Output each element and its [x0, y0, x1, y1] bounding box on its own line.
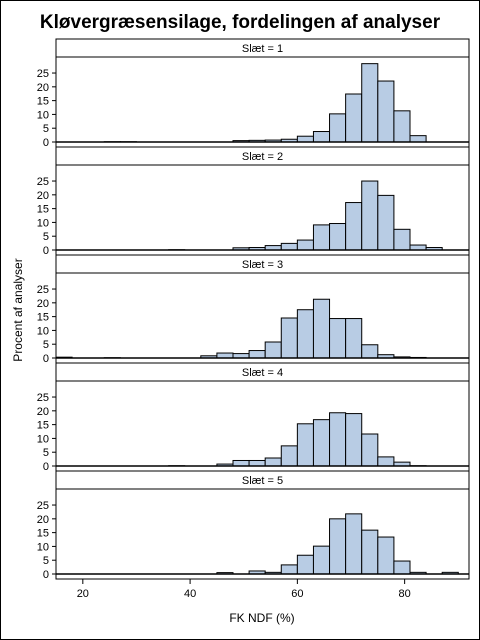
y-tick-label: 10 [37, 217, 49, 229]
y-tick-label: 10 [37, 433, 49, 445]
histogram-bar [345, 513, 363, 575]
x-tick-label: 40 [184, 588, 196, 600]
histogram-bar [248, 350, 266, 359]
histogram-bar [296, 239, 314, 251]
histogram-bar [377, 456, 395, 467]
y-tick-label: 5 [43, 555, 49, 567]
y-tick-label: 0 [43, 245, 49, 257]
panel-strip-label: Slæt = 2 [242, 151, 283, 163]
histogram-bar [312, 224, 331, 251]
histogram-bar [393, 110, 411, 143]
y-tick-label: 0 [43, 461, 49, 473]
y-tick-label: 20 [37, 82, 49, 94]
histogram-bar [329, 113, 347, 143]
histogram-bar [280, 317, 298, 359]
y-tick-label: 0 [43, 137, 49, 149]
histogram-bar [312, 545, 331, 575]
histogram-bar [377, 80, 395, 143]
panel-strip-label: Slæt = 3 [242, 259, 283, 271]
chart-title: Kløvergræsensilage, fordelingen af analy… [40, 12, 441, 33]
histogram-bar [232, 459, 250, 467]
y-tick-label: 15 [37, 204, 49, 216]
histogram-bar [361, 180, 379, 251]
histogram-bar [296, 135, 314, 143]
x-axis-label: FK NDF (%) [229, 611, 294, 625]
histogram-bar [296, 554, 314, 575]
y-tick-label: 25 [37, 176, 49, 188]
panel-frame [55, 272, 470, 364]
histogram-bar [280, 445, 298, 467]
histogram-bar [345, 202, 363, 251]
histogram-bar [361, 344, 379, 359]
y-tick-label: 5 [43, 123, 49, 135]
y-tick-label: 20 [37, 514, 49, 526]
histogram-bar [280, 564, 298, 575]
histogram-bar [280, 242, 298, 251]
histogram-bar [409, 244, 427, 251]
y-tick-label: 5 [43, 231, 49, 243]
histogram-bar [345, 413, 363, 467]
y-tick-label: 25 [37, 68, 49, 80]
y-tick-label: 0 [43, 569, 49, 581]
histogram-bar [264, 457, 282, 467]
histogram-bar [312, 419, 331, 467]
histogram-bar [377, 536, 395, 575]
y-tick-label: 25 [37, 284, 49, 296]
panel-strip-label: Slæt = 5 [242, 475, 283, 487]
histogram-bar [312, 131, 331, 143]
y-tick-label: 10 [37, 109, 49, 121]
y-tick-label: 5 [43, 339, 49, 351]
histogram-bar [345, 318, 363, 359]
histogram-bar [361, 529, 379, 575]
histogram-bar [409, 135, 427, 143]
histogram-bar [345, 93, 363, 143]
y-axis-label: Procent af analyser [11, 258, 25, 361]
histogram-bar [329, 518, 347, 575]
histogram-bar [393, 560, 411, 575]
y-tick-label: 25 [37, 392, 49, 404]
x-tick-label: 80 [399, 588, 411, 600]
y-tick-label: 20 [37, 406, 49, 418]
histogram-bar [216, 352, 234, 359]
histogram-bar [393, 228, 411, 251]
y-tick-label: 10 [37, 541, 49, 553]
x-tick-label: 60 [291, 588, 303, 600]
y-tick-label: 15 [37, 96, 49, 108]
y-tick-label: 15 [37, 312, 49, 324]
histogram-bar [361, 433, 379, 467]
panel-strip-label: Slæt = 4 [242, 367, 283, 379]
y-tick-label: 25 [37, 500, 49, 512]
x-axis: 20 40 60 80 [77, 579, 411, 600]
y-tick-label: 5 [43, 447, 49, 459]
histogram-bar [329, 223, 347, 251]
histogram-bar [264, 341, 282, 359]
y-tick-label: 20 [37, 190, 49, 202]
x-tick-label: 20 [77, 588, 89, 600]
histogram-bar [248, 459, 266, 467]
y-tick-label: 15 [37, 420, 49, 432]
histogram-bar [377, 194, 395, 251]
panel-frame [55, 488, 470, 580]
y-tick-label: 15 [37, 528, 49, 540]
histogram-bar [329, 318, 347, 359]
histogram-bar [312, 298, 331, 359]
panel-strip-label: Slæt = 1 [242, 43, 283, 55]
panel-frame [55, 380, 470, 472]
histogram-bar [296, 423, 314, 467]
y-tick-label: 20 [37, 298, 49, 310]
histogram-bar [296, 309, 314, 359]
y-tick-label: 0 [43, 353, 49, 365]
y-tick-label: 10 [37, 325, 49, 337]
histogram-bar [329, 412, 347, 467]
histogram-bar [361, 63, 379, 143]
